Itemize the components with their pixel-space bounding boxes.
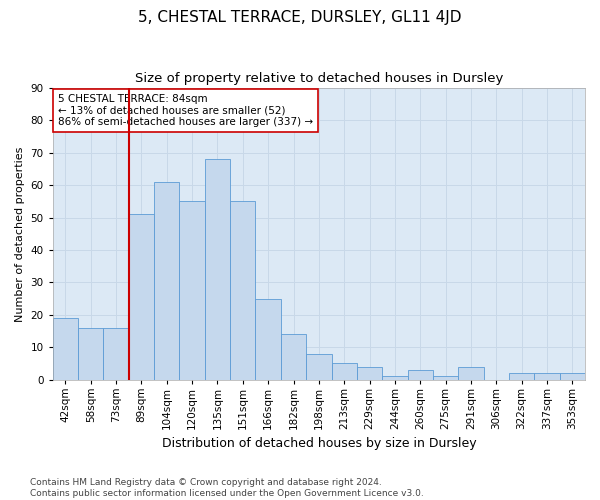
Bar <box>78 328 103 380</box>
Text: 5 CHESTAL TERRACE: 84sqm
← 13% of detached houses are smaller (52)
86% of semi-d: 5 CHESTAL TERRACE: 84sqm ← 13% of detach… <box>58 94 313 127</box>
Bar <box>205 160 230 380</box>
Bar <box>357 366 382 380</box>
Y-axis label: Number of detached properties: Number of detached properties <box>15 146 25 322</box>
Bar <box>458 366 484 380</box>
Text: Contains HM Land Registry data © Crown copyright and database right 2024.
Contai: Contains HM Land Registry data © Crown c… <box>30 478 424 498</box>
Bar <box>332 364 357 380</box>
Bar <box>179 202 205 380</box>
Bar <box>103 328 129 380</box>
Bar <box>560 373 585 380</box>
Bar <box>281 334 306 380</box>
Bar <box>53 318 78 380</box>
Bar <box>433 376 458 380</box>
Bar <box>256 298 281 380</box>
Bar <box>535 373 560 380</box>
Bar <box>509 373 535 380</box>
Title: Size of property relative to detached houses in Dursley: Size of property relative to detached ho… <box>134 72 503 86</box>
Bar <box>129 214 154 380</box>
Bar <box>407 370 433 380</box>
Text: 5, CHESTAL TERRACE, DURSLEY, GL11 4JD: 5, CHESTAL TERRACE, DURSLEY, GL11 4JD <box>138 10 462 25</box>
Bar <box>154 182 179 380</box>
Bar <box>382 376 407 380</box>
Bar <box>230 202 256 380</box>
X-axis label: Distribution of detached houses by size in Dursley: Distribution of detached houses by size … <box>161 437 476 450</box>
Bar <box>306 354 332 380</box>
